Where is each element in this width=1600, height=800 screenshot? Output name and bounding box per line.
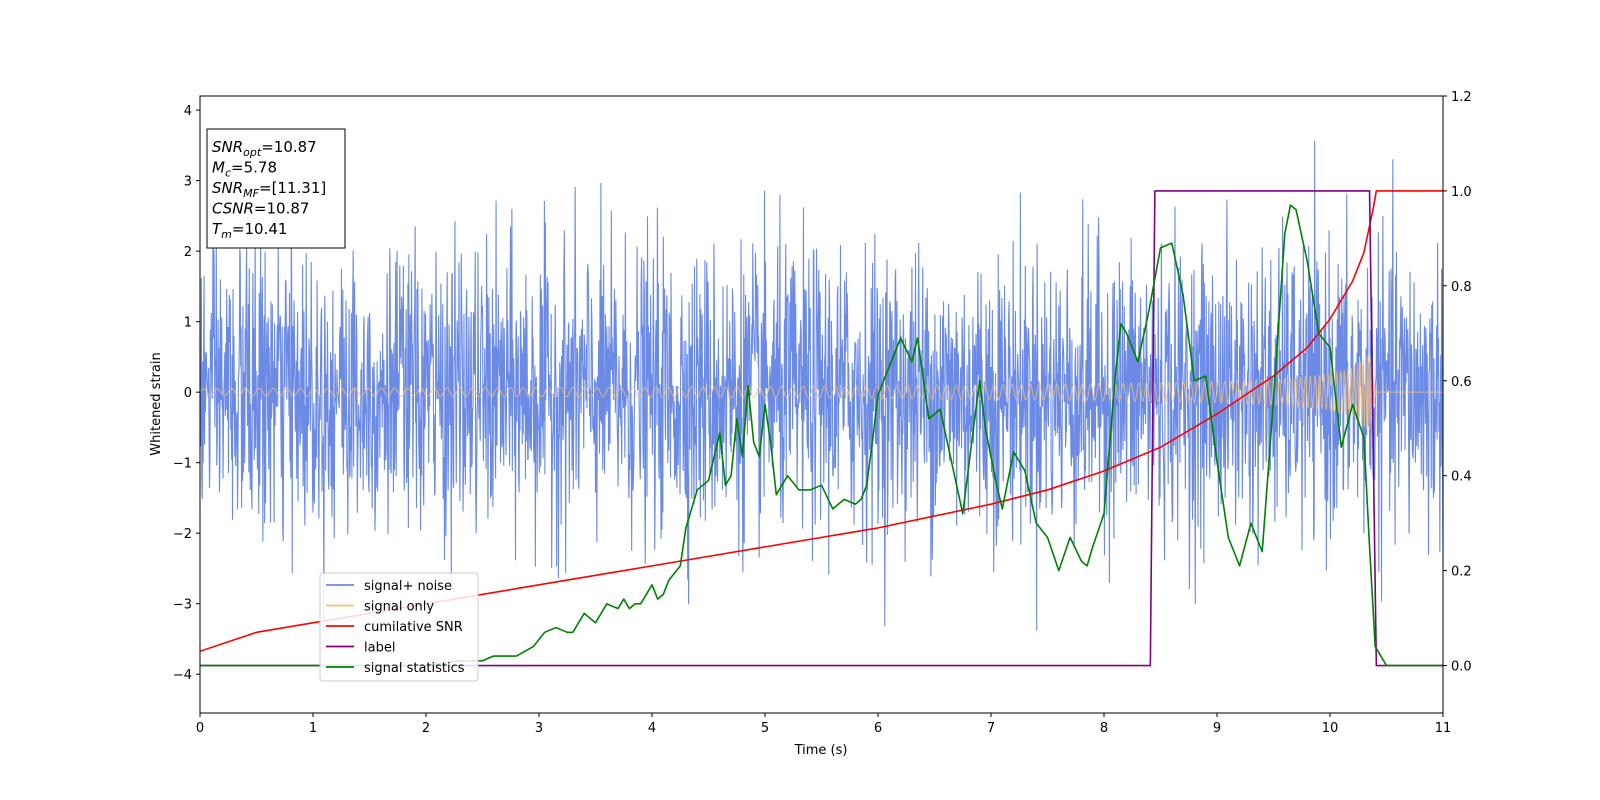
x-tick-label: 1 [309,721,317,736]
legend-label: label [364,641,395,656]
y2-tick-label: 1.2 [1451,90,1472,105]
axes-frame [199,95,1444,714]
x-tick-label: 10 [1322,721,1339,736]
x-tick-label: 2 [422,721,430,736]
stat-line: CSNR=10.87 [212,200,309,218]
x-tick-label: 3 [535,721,543,736]
legend-label: cumilative SNR [364,620,463,635]
stats-box-frame [206,128,346,249]
series-line-signal-only [200,354,1443,431]
y2-tick-label: 0.8 [1451,280,1472,295]
y2-tick-label: 0.4 [1451,470,1472,485]
stat-line: Mc=5.78 [212,159,277,180]
y-axis-label: Whitened strain [149,352,164,455]
y-tick-label: 4 [184,104,192,119]
x-tick-label: 4 [648,721,656,736]
stats-box: SNRopt=10.87Mc=5.78SNRMF=[11.31]CSNR=10.… [206,128,346,249]
x-tick-label: 6 [874,721,882,736]
x-tick-label: 0 [196,721,204,736]
y2-axis-ticks: 1.2 1.0 0.8 0.6 0.4 0.2 0.0 [1443,90,1472,675]
legend-entry-signal-statistics: signal statistics [326,661,465,676]
x-tick-label: 11 [1435,721,1452,736]
x-axis-label: Time (s) [794,743,848,758]
stats-lines: SNRopt=10.87Mc=5.78SNRMF=[11.31]CSNR=10.… [212,138,326,241]
legend-entry-cumilative-snr: cumilative SNR [326,620,463,635]
y-tick-label: −2 [173,527,192,542]
y-tick-label: −3 [173,598,192,613]
legend-frame [319,572,479,682]
legend-label: signal statistics [364,661,465,676]
stat-line: SNRMF=[11.31] [212,179,326,200]
x-axis-ticks: 0 1 2 3 4 5 6 7 8 9 10 11 [196,713,1451,736]
stat-line: Tm=10.41 [212,220,287,241]
series-line-signal-statistics [200,204,1443,667]
legend-entry-label: label [326,641,395,656]
y2-tick-label: 0.6 [1451,375,1472,390]
y-tick-label: −1 [173,457,192,472]
y-tick-label: 2 [184,245,192,260]
y2-tick-label: 0.2 [1451,565,1472,580]
legend-entry-signal-only: signal only [326,600,434,615]
y-tick-label: 0 [184,386,192,401]
stat-line: SNRopt=10.87 [212,138,317,159]
series-line-signal-noise [200,140,1443,631]
legend-label: signal only [364,600,434,615]
x-tick-label: 7 [987,721,995,736]
legend-entry-signal-noise: signal+ noise [326,579,452,594]
y-tick-label: 3 [184,175,192,190]
y-tick-label: 1 [184,316,192,331]
y2-tick-label: 0.0 [1451,660,1472,675]
legend-label: signal+ noise [364,579,452,594]
x-tick-label: 8 [1100,721,1108,736]
legend-entries: signal+ noise signal only cumilative SNR la… [326,579,465,676]
x-tick-label: 9 [1213,721,1221,736]
x-tick-label: 5 [761,721,769,736]
y2-tick-label: 1.0 [1451,185,1472,200]
y-axis-ticks: 4 3 2 1 0 −1 −2 −3 −4 [173,104,200,683]
y-tick-label: −4 [173,668,192,683]
legend: signal+ noise signal only cumilative SNR la… [319,572,479,682]
